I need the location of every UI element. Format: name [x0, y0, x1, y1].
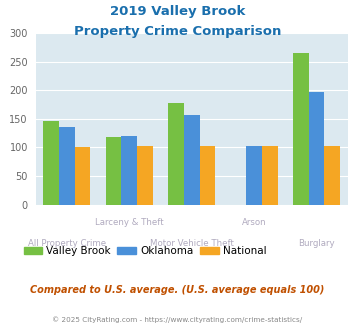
Bar	[184, 115, 200, 205]
Bar	[200, 146, 215, 205]
Bar	[106, 137, 121, 205]
Bar	[43, 120, 59, 205]
Text: Larceny & Theft: Larceny & Theft	[95, 218, 164, 227]
Bar	[246, 146, 262, 205]
Bar	[59, 127, 75, 205]
Bar	[262, 146, 278, 205]
Text: © 2025 CityRating.com - https://www.cityrating.com/crime-statistics/: © 2025 CityRating.com - https://www.city…	[53, 317, 302, 323]
Text: Property Crime Comparison: Property Crime Comparison	[74, 25, 281, 38]
Bar	[293, 53, 309, 205]
Text: Compared to U.S. average. (U.S. average equals 100): Compared to U.S. average. (U.S. average …	[30, 285, 325, 295]
Bar	[324, 146, 340, 205]
Text: Arson: Arson	[242, 218, 267, 227]
Legend: Valley Brook, Oklahoma, National: Valley Brook, Oklahoma, National	[20, 242, 271, 260]
Text: All Property Crime: All Property Crime	[28, 239, 106, 248]
Text: Motor Vehicle Theft: Motor Vehicle Theft	[150, 239, 234, 248]
Bar	[137, 146, 153, 205]
Text: Burglary: Burglary	[298, 239, 335, 248]
Bar	[309, 92, 324, 205]
Text: 2019 Valley Brook: 2019 Valley Brook	[110, 5, 245, 18]
Bar	[121, 136, 137, 205]
Bar	[168, 103, 184, 205]
Bar	[75, 147, 90, 205]
